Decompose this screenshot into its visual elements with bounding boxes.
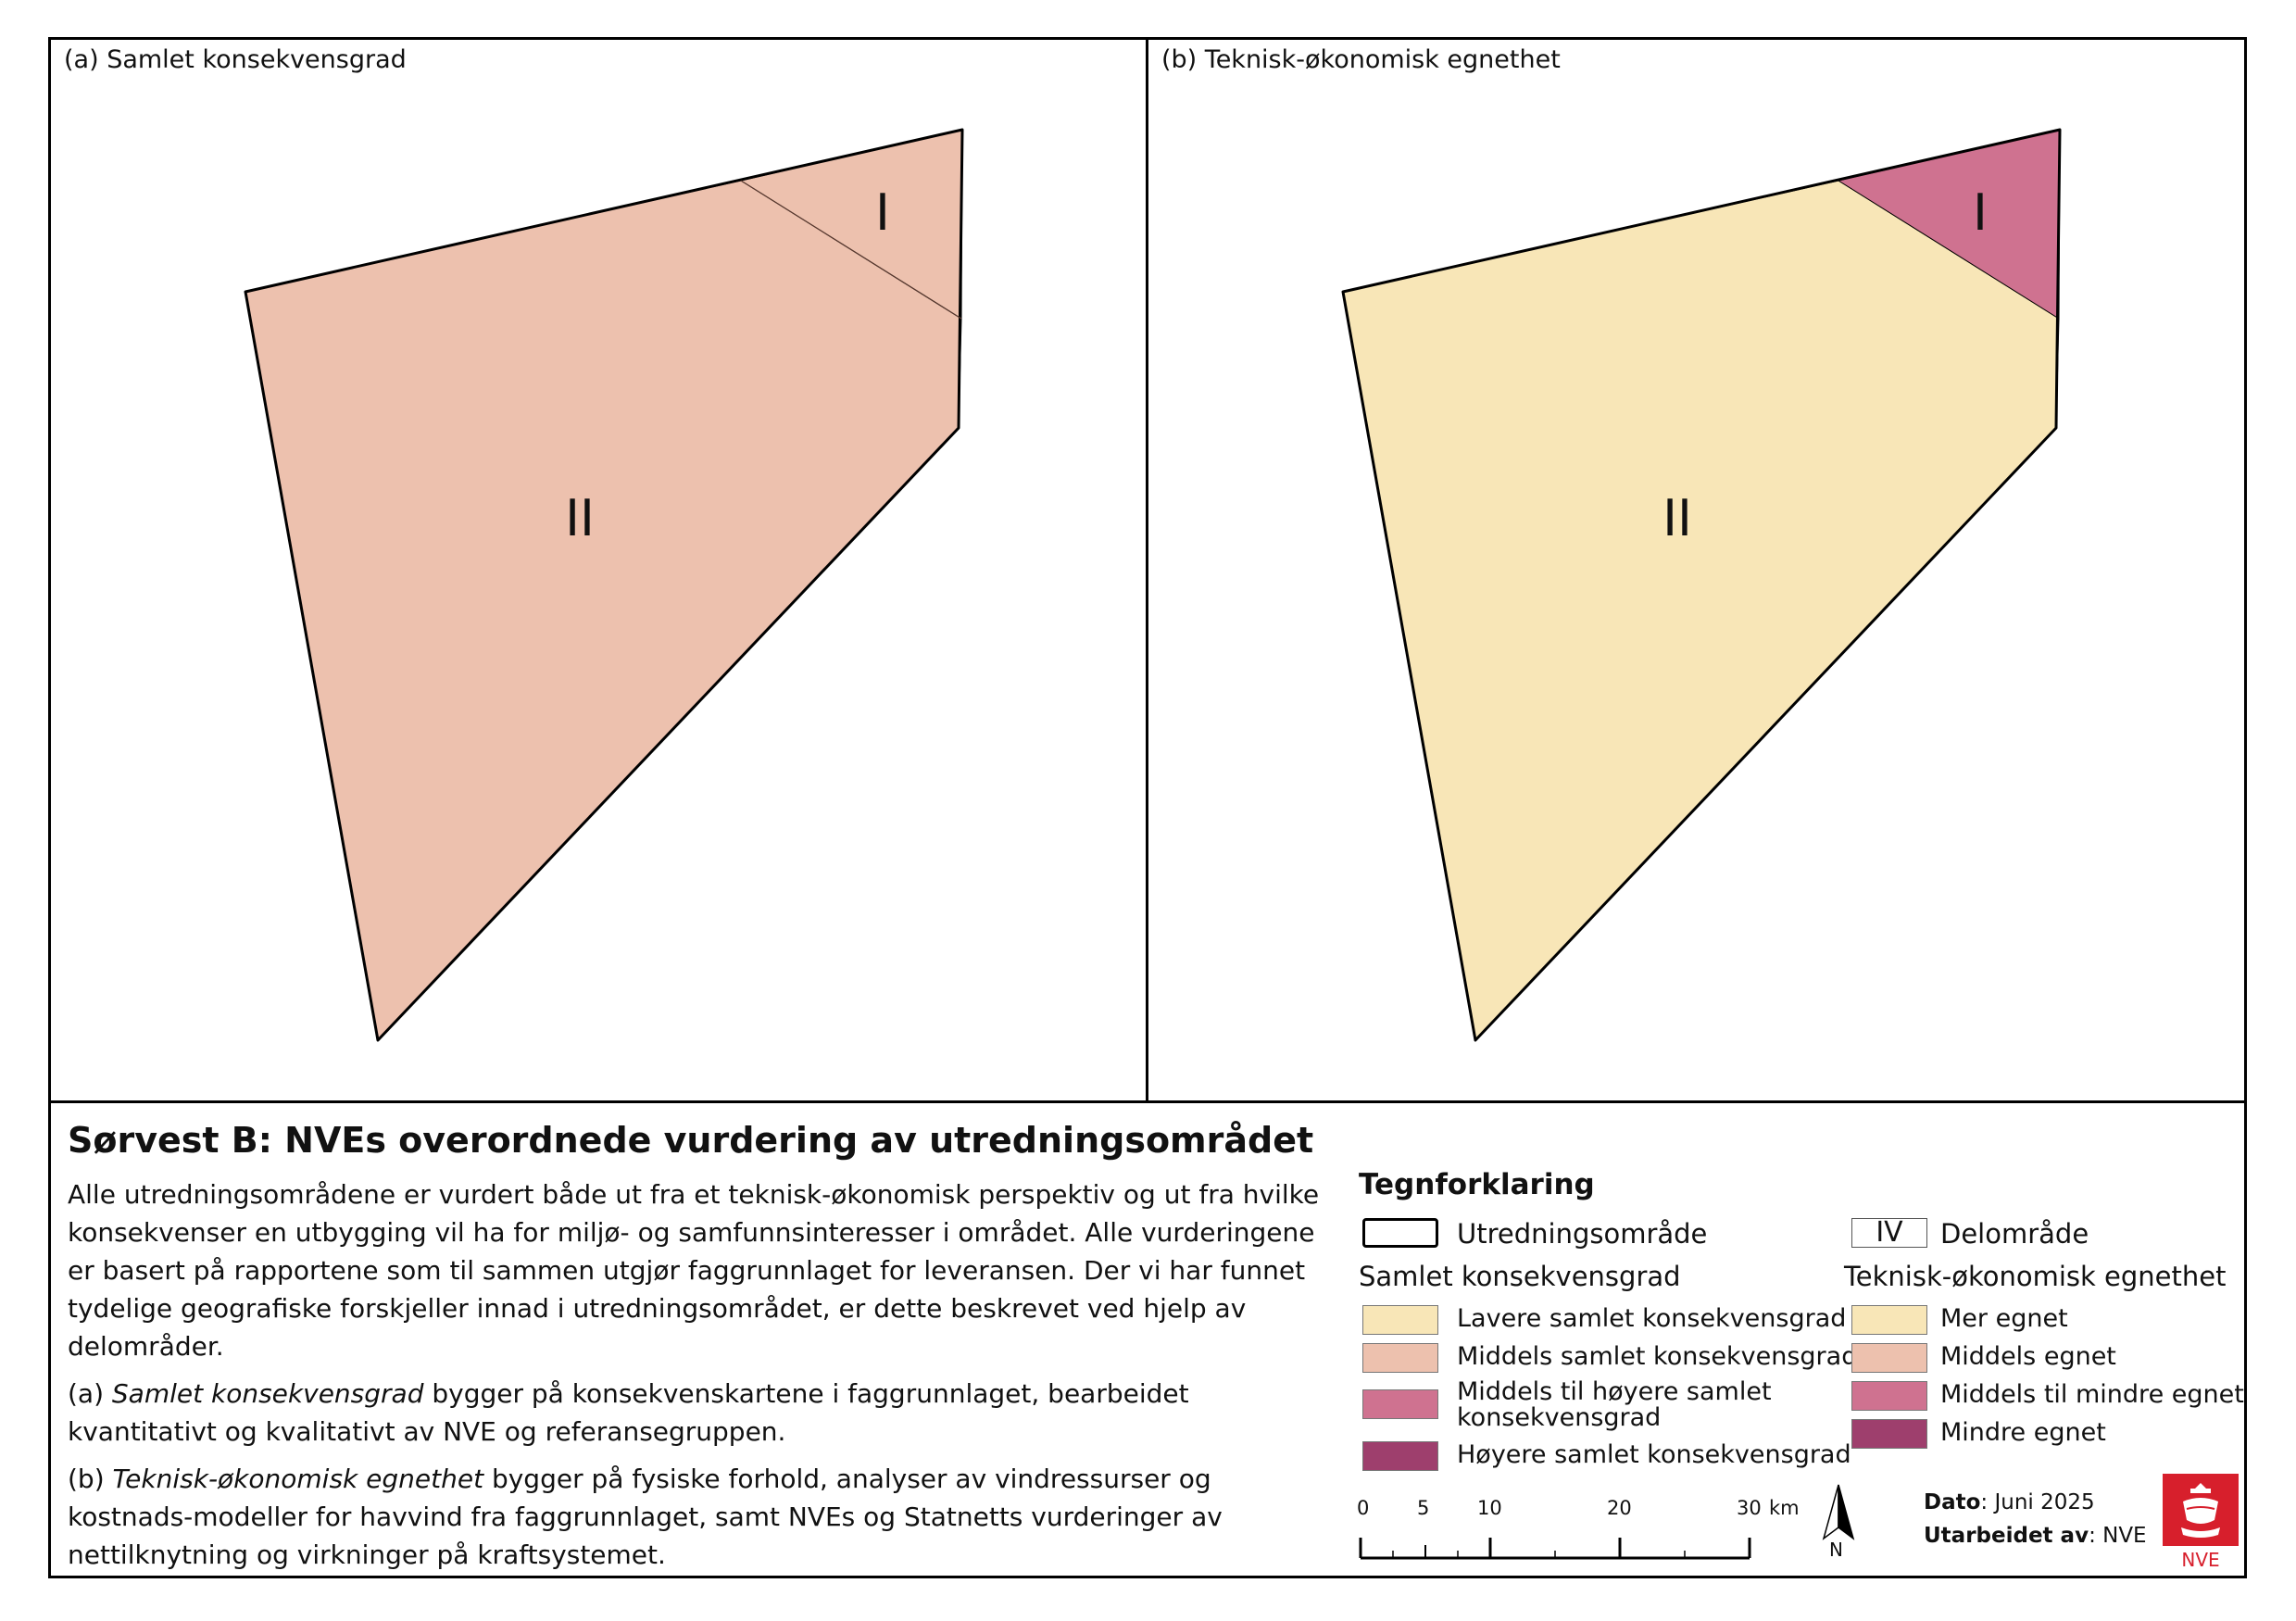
legend-label-middels: Middels samlet konsekvensgrad	[1457, 1342, 1858, 1371]
panel-a-title: (a) Samlet konsekvensgrad	[64, 45, 407, 74]
legend-swatch-middels	[1362, 1343, 1438, 1373]
legend-swatch-mer-egnet	[1851, 1305, 1927, 1335]
region-a-ii-label: II	[565, 489, 595, 547]
region-b-ii-label: II	[1662, 489, 1692, 547]
legend-swatch-middels-egnet	[1851, 1343, 1927, 1373]
page-title: Sørvest B: NVEs overordnede vurdering av…	[68, 1120, 1314, 1161]
para-3-prefix: (b)	[68, 1464, 113, 1494]
nve-logo-text: NVE	[2181, 1549, 2219, 1571]
para-3-rest: bygger på fysiske forhold, analyser av v…	[68, 1464, 1223, 1570]
scale-tick-30: 30	[1737, 1497, 1762, 1519]
scale-bar: 0 5 10 20 30 km	[1357, 1497, 1800, 1571]
subregion-border-a	[740, 180, 962, 320]
nve-logo-icon: NVE	[2163, 1474, 2239, 1571]
region-b-i-label: I	[1973, 183, 1988, 242]
map-panel-a: (a) Samlet konsekvensgrad I II	[48, 37, 1148, 1103]
legend-label-middels-egnet: Middels egnet	[1940, 1342, 2116, 1371]
legend-label-middels-mindre: Middels til mindre egnet	[1940, 1380, 2244, 1409]
legend-swatch-delomrade: IV	[1851, 1218, 1927, 1248]
legend-header-samlet: Samlet konsekvensgrad	[1359, 1261, 1681, 1292]
legend-swatch-middels-hoyere	[1362, 1389, 1438, 1419]
region-b-ii[interactable]	[1342, 180, 2060, 1042]
para-2-prefix: (a)	[68, 1378, 112, 1409]
nve-logo: NVE	[2163, 1474, 2239, 1572]
legend-label-middels-hoyere: Middels til høyere samlet konsekvensgrad	[1457, 1377, 1772, 1432]
north-label: N	[1829, 1539, 1843, 1561]
author-label: Utarbeidet av	[1924, 1524, 2089, 1548]
legend-header-teknisk: Teknisk-økonomisk egnethet	[1844, 1261, 2227, 1292]
description-para-2: (a) Samlet konsekvensgrad bygger på kons…	[68, 1375, 1336, 1451]
legend-swatch-mindre-egnet	[1851, 1419, 1927, 1449]
author-value: : NVE	[2089, 1524, 2147, 1548]
description-para-3: (b) Teknisk-økonomisk egnethet bygger på…	[68, 1460, 1336, 1574]
map-panel-b: (b) Teknisk-økonomisk egnethet I II	[1146, 37, 2247, 1103]
para-2-rest: bygger på konsekvenskartene i faggrunnla…	[68, 1378, 1189, 1447]
scale-tick-0: 0	[1357, 1497, 1370, 1519]
region-a-ii[interactable]	[245, 180, 962, 1042]
legend-label-lavere: Lavere samlet konsekvensgrad	[1457, 1304, 1847, 1333]
panel-b-title: (b) Teknisk-økonomisk egnethet	[1161, 45, 1561, 74]
study-area-outline-a	[244, 128, 964, 1042]
legend-label-hoyere: Høyere samlet konsekvensgrad	[1457, 1440, 1851, 1469]
scale-bar-graphic	[1359, 1538, 1751, 1560]
legend-label-utredning: Utredningsområde	[1457, 1218, 1708, 1250]
author-line: Utarbeidet av: NVE	[1924, 1524, 2147, 1548]
para-2-emphasis: Samlet konsekvensgrad	[111, 1378, 424, 1409]
para-3-emphasis: Teknisk-økonomisk egnethet	[112, 1464, 484, 1494]
info-panel: Sørvest B: NVEs overordnede vurdering av…	[48, 1100, 2247, 1578]
scale-tick-20: 20	[1607, 1497, 1632, 1519]
north-arrow: N	[1820, 1483, 1857, 1570]
map-a-svg: I II	[244, 128, 964, 1042]
legend-swatch-hoyere	[1362, 1441, 1438, 1471]
study-area-outline-b	[1341, 128, 2062, 1042]
scale-tick-5: 5	[1417, 1497, 1430, 1519]
north-arrow-icon	[1822, 1484, 1855, 1540]
scale-tick-10: 10	[1477, 1497, 1502, 1519]
date-line: Dato: Juni 2025	[1924, 1490, 2095, 1514]
scale-unit: km	[1769, 1497, 1800, 1519]
legend-label-mindre-egnet: Mindre egnet	[1940, 1418, 2106, 1447]
legend-swatch-lavere	[1362, 1305, 1438, 1335]
legend-title: Tegnforklaring	[1359, 1168, 1595, 1201]
region-a-i-label: I	[875, 183, 890, 242]
map-b-svg: I II	[1341, 128, 2062, 1042]
date-label: Dato	[1924, 1490, 1981, 1514]
description: Alle utredningsområdene er vurdert både …	[68, 1175, 1336, 1583]
date-value: : Juni 2025	[1980, 1490, 2095, 1514]
legend-swatch-middels-mindre	[1851, 1381, 1927, 1411]
description-para-1: Alle utredningsområdene er vurdert både …	[68, 1179, 1320, 1362]
legend-label-delomrade: Delområde	[1940, 1218, 2089, 1250]
legend-label-mer-egnet: Mer egnet	[1940, 1304, 2068, 1333]
legend-swatch-utredning	[1362, 1218, 1438, 1248]
